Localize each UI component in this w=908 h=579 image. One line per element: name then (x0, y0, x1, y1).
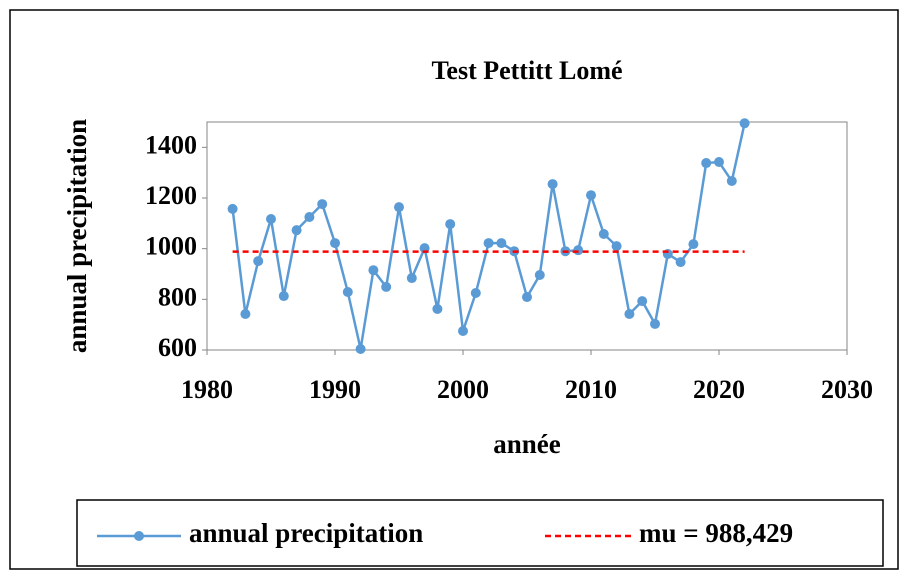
x-tick-label: 2030 (821, 375, 873, 404)
legend-marker (134, 531, 144, 541)
data-point (522, 292, 532, 303)
y-tick-label: 1400 (145, 130, 197, 159)
data-point (726, 176, 737, 187)
x-tick-label: 2010 (565, 375, 617, 404)
x-tick-label: 1980 (181, 375, 233, 404)
x-tick-label: 2000 (437, 375, 489, 404)
data-point (586, 190, 596, 201)
data-point (253, 256, 264, 267)
data-point (240, 309, 251, 320)
data-point (483, 238, 494, 249)
legend-box (76, 499, 884, 567)
y-tick-label: 800 (158, 282, 197, 311)
data-point (739, 118, 750, 129)
chart-border (9, 9, 899, 570)
data-point (368, 265, 379, 276)
data-point (304, 212, 315, 222)
y-axis-label: annual precipitation (62, 119, 92, 353)
data-point (381, 281, 392, 292)
data-point (714, 157, 724, 168)
data-point (317, 199, 328, 210)
y-tick-label: 1000 (145, 232, 197, 261)
data-point (650, 318, 660, 329)
data-point (445, 219, 456, 230)
x-tick-label: 2020 (693, 375, 745, 404)
data-point (534, 270, 545, 281)
data-point (701, 158, 712, 169)
data-point (598, 228, 609, 239)
data-point (406, 273, 417, 284)
data-point (291, 225, 302, 236)
legend-label: mu = 988,429 (639, 518, 793, 548)
x-tick-label: 1990 (309, 375, 361, 404)
data-point (432, 303, 443, 314)
plot-area (206, 121, 848, 351)
data-point (342, 286, 353, 297)
y-tick-label: 600 (158, 333, 197, 362)
x-axis-label: année (493, 429, 561, 459)
data-point (624, 309, 635, 320)
y-tick-label: 1200 (145, 181, 197, 210)
data-point (266, 214, 276, 225)
data-point (611, 241, 622, 252)
data-point (394, 202, 404, 213)
data-point (355, 343, 366, 354)
data-point (278, 291, 289, 302)
data-point (330, 238, 340, 249)
legend-label: annual precipitation (189, 518, 423, 548)
data-point (458, 326, 468, 336)
data-point (496, 238, 507, 249)
data-point (547, 179, 558, 190)
data-point (470, 288, 481, 298)
data-point (227, 203, 238, 214)
data-point (675, 257, 686, 268)
data-point (637, 296, 648, 307)
data-point (573, 245, 584, 256)
chart-title: Test Pettitt Lomé (431, 56, 622, 85)
data-point (688, 239, 699, 250)
